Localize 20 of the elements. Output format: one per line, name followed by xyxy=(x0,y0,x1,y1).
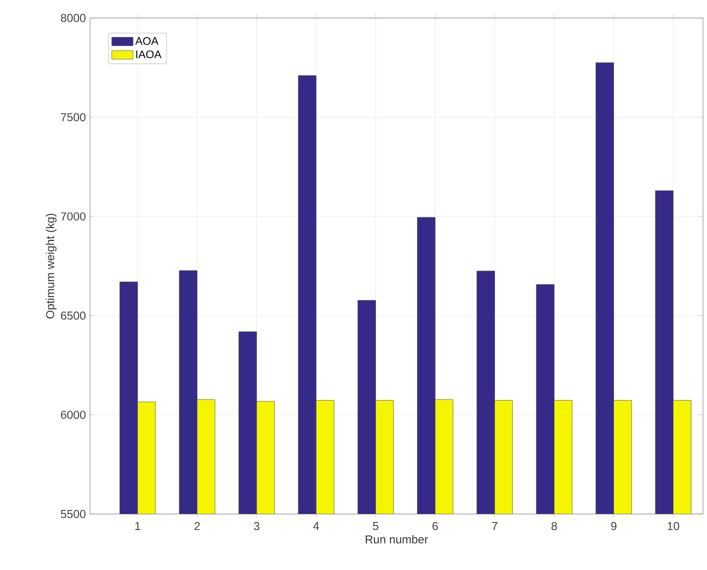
x-tick-label: 1 xyxy=(135,522,140,530)
x-axis-title: Run number xyxy=(366,535,428,544)
x-tick-label: 5 xyxy=(372,522,378,530)
y-tick-label: 7500 xyxy=(60,113,86,122)
x-tick-label: 2 xyxy=(194,522,200,530)
y-tick-label: 8000 xyxy=(60,14,86,22)
x-tick-label: 4 xyxy=(313,522,320,530)
x-tick-label: 6 xyxy=(432,522,438,530)
x-tick-label: 10 xyxy=(668,522,680,530)
legend-label: IAOA xyxy=(136,50,162,58)
y-tick-label: 7000 xyxy=(60,212,86,220)
y-tick-label: 6500 xyxy=(60,312,86,320)
legend-label: AOA xyxy=(135,37,158,45)
y-tick-label: 5500 xyxy=(60,510,86,518)
x-tick-label: 9 xyxy=(611,522,616,530)
x-tick-label: 7 xyxy=(492,522,498,530)
x-tick-label: 3 xyxy=(254,522,260,530)
x-tick-label: 8 xyxy=(552,522,557,530)
y-tick-label: 6000 xyxy=(60,410,86,419)
y-axis-title: Optimum weight (kg) xyxy=(46,214,57,318)
